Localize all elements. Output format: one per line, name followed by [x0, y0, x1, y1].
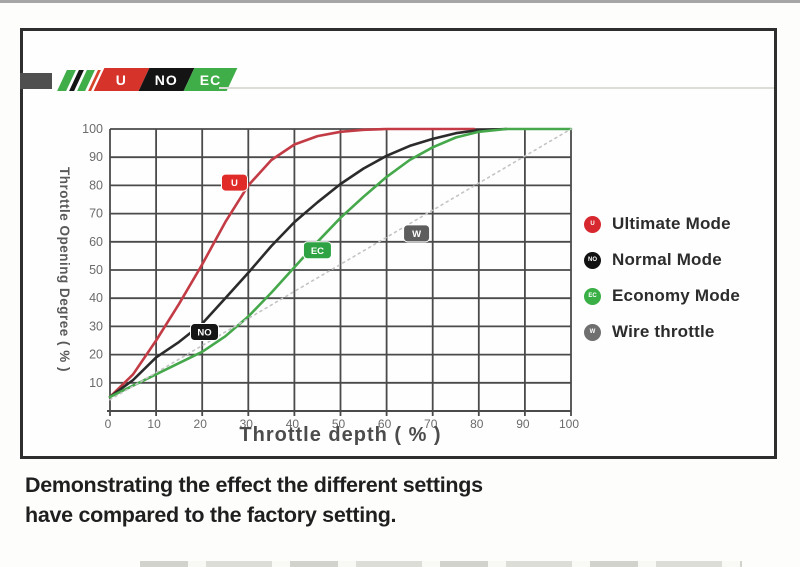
series-curve-ultimate-mode [108, 127, 476, 399]
ultimate-mode-dot-icon: U [584, 215, 601, 233]
x-tick-label: 40 [286, 417, 300, 431]
dot-letter: EC [588, 293, 597, 299]
y-tick-label: 100 [82, 122, 103, 136]
curve-badge-no [190, 323, 220, 342]
legend-item-wire: W Wire throttle [584, 314, 740, 350]
x-tick-label: 0 [105, 417, 112, 431]
y-tick-label: 10 [89, 376, 103, 390]
caption-line-2: have compared to the factory setting. [25, 503, 397, 527]
x-tick-label: 60 [378, 417, 392, 431]
legend-label: Wire throttle [612, 322, 715, 341]
x-tick-label: 20 [194, 417, 208, 431]
series-curve-wire-throttle [109, 128, 572, 401]
figure-frame [20, 28, 777, 459]
y-tick-label: 50 [89, 263, 103, 277]
dot-letter: U [590, 221, 595, 227]
curve-badge-label-ec: EC [311, 246, 324, 257]
legend-item-ultimate: U Ultimate Mode [584, 206, 740, 242]
y-tick-label: 80 [89, 178, 103, 192]
dot-letter: W [589, 329, 596, 335]
caption-line-1: Demonstrating the effect the different s… [25, 473, 483, 497]
x-tick-label: 70 [424, 417, 438, 431]
legend-item-normal: NO Normal Mode [584, 242, 740, 278]
x-tick-label: 10 [147, 417, 161, 431]
chart-legend: U Ultimate Mode NO Normal Mode EC Econom… [584, 206, 740, 350]
x-tick-label: 80 [470, 417, 484, 431]
x-tick-label: 30 [240, 417, 254, 431]
logo-gray-bar-2 [30, 73, 52, 89]
dot-letter: NO [588, 257, 597, 263]
y-tick-label: 30 [89, 319, 103, 333]
y-tick-label: 70 [89, 207, 103, 221]
curve-badge-label-no: NO [197, 328, 211, 339]
y-tick-label: 90 [89, 150, 103, 164]
series-curve-normal-mode [108, 127, 508, 399]
curve-badge-w [403, 224, 431, 243]
y-tick-label: 40 [89, 291, 103, 305]
curve-badge-ec [302, 241, 332, 260]
x-tick-label: 90 [516, 417, 530, 431]
legend-label: Normal Mode [612, 250, 722, 269]
x-tick-label: 50 [332, 417, 346, 431]
legend-label: Ultimate Mode [612, 214, 731, 233]
legend-label: Economy Mode [612, 286, 741, 305]
y-tick-label: 20 [89, 348, 103, 362]
logo-baseline-rule [219, 87, 774, 89]
curve-badge-u [220, 173, 248, 192]
y-tick-label: 60 [89, 235, 103, 249]
curve-badge-label-w: W [412, 229, 421, 240]
legend-item-economy: EC Economy Mode [584, 278, 740, 314]
top-edge-bar [0, 0, 800, 3]
economy-mode-dot-icon: EC [584, 287, 601, 305]
normal-mode-dot-icon: NO [584, 251, 601, 269]
bottom-cropped-bar [140, 561, 742, 567]
x-tick-label: 100 [559, 417, 579, 431]
y-axis-label: Throttle Opening Degree ( % ) [57, 167, 72, 373]
curve-badge-label-u: U [231, 178, 238, 189]
figure-caption: Demonstrating the effect the different s… [25, 470, 483, 530]
x-axis-label: Throttle depth ( % ) [239, 424, 442, 446]
wire-throttle-dot-icon: W [584, 323, 601, 341]
